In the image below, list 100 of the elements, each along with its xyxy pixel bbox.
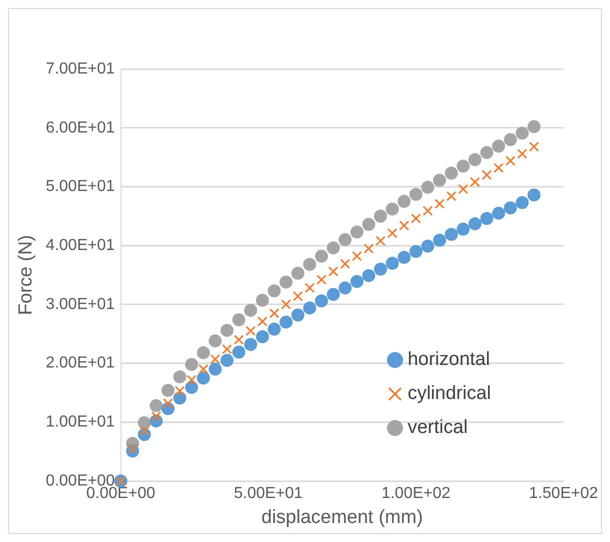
point: [280, 316, 293, 329]
point: [304, 282, 315, 293]
point: [232, 313, 246, 326]
point: [468, 153, 482, 166]
point: [470, 176, 480, 188]
point: [399, 220, 410, 231]
y-tick-label: 5.00E+01: [46, 178, 115, 196]
point: [444, 228, 458, 241]
point: [268, 322, 281, 336]
point: [398, 250, 411, 264]
point: [281, 299, 292, 310]
point: [480, 146, 494, 160]
point: [409, 188, 422, 201]
point: [387, 228, 398, 238]
point: [364, 243, 374, 254]
x-tick-label: 1.00E+02: [381, 485, 451, 502]
point: [362, 269, 376, 282]
point: [350, 274, 364, 288]
point: [422, 206, 433, 216]
x-tick-label: 0.00E+00: [86, 485, 156, 502]
point: [186, 374, 197, 385]
point: [516, 126, 529, 140]
point: [234, 334, 244, 345]
point: [434, 198, 445, 209]
point: [185, 358, 198, 371]
point: [326, 288, 340, 301]
point: [528, 142, 540, 152]
point: [352, 251, 362, 262]
point: [446, 191, 456, 202]
point: [314, 250, 328, 263]
y-tick-label: 2.00E+01: [46, 354, 115, 372]
point: [196, 346, 210, 360]
point: [328, 266, 338, 277]
point: [256, 330, 269, 344]
point: [386, 256, 399, 270]
legend-label: cylindrical: [408, 383, 491, 405]
point: [220, 324, 234, 337]
point: [350, 226, 364, 239]
point: [303, 258, 316, 271]
point: [362, 218, 376, 231]
point: [480, 212, 494, 225]
legend-label: horizontal: [408, 349, 490, 371]
x-tick-label: 5.00E+01: [234, 485, 303, 502]
point: [338, 281, 352, 294]
y-axis-title: Force (N): [16, 234, 37, 316]
point: [528, 188, 541, 202]
y-tick-label: 3.00E+01: [46, 296, 115, 313]
point: [246, 326, 256, 336]
point: [338, 233, 352, 246]
point: [505, 156, 516, 166]
point: [268, 284, 281, 298]
point: [303, 301, 316, 314]
point: [150, 399, 163, 412]
point: [456, 222, 470, 236]
point: [292, 291, 303, 302]
point: [162, 398, 174, 408]
point: [433, 234, 446, 247]
point: [161, 384, 174, 397]
point: [244, 338, 258, 351]
point: [528, 120, 541, 134]
point: [291, 266, 304, 280]
point: [232, 346, 246, 359]
y-tick-label: 4.00E+01: [46, 236, 115, 254]
x-axis-title: displacement (mm): [261, 506, 423, 528]
point: [516, 196, 529, 210]
point: [494, 162, 504, 173]
point: [185, 380, 198, 394]
point: [456, 160, 470, 173]
point: [151, 411, 162, 422]
point: [482, 170, 492, 180]
y-tick-label: 7.00E+01: [46, 60, 115, 78]
point: [139, 426, 150, 436]
point: [374, 262, 388, 276]
point: [375, 236, 386, 246]
point: [174, 386, 185, 396]
point: [398, 194, 411, 208]
point: [326, 241, 340, 254]
point: [291, 308, 304, 322]
point: [421, 240, 434, 253]
point: [458, 184, 468, 194]
point: [198, 364, 208, 374]
point: [220, 354, 234, 367]
x-tick-label: 1.50E+02: [529, 485, 598, 502]
point: [244, 304, 258, 317]
point: [433, 174, 446, 187]
y-tick-label: 1.00E+01: [46, 414, 115, 431]
point: [210, 354, 220, 364]
point: [173, 370, 186, 384]
point: [208, 362, 222, 376]
point: [386, 202, 399, 216]
point: [444, 166, 458, 180]
point: [208, 334, 222, 348]
y-tick-label: 6.00E+01: [46, 119, 115, 136]
point: [410, 213, 421, 224]
point: [468, 217, 482, 230]
point: [269, 308, 280, 318]
point: [257, 316, 268, 327]
point: [314, 294, 328, 308]
point: [196, 372, 210, 384]
point: [128, 444, 138, 454]
